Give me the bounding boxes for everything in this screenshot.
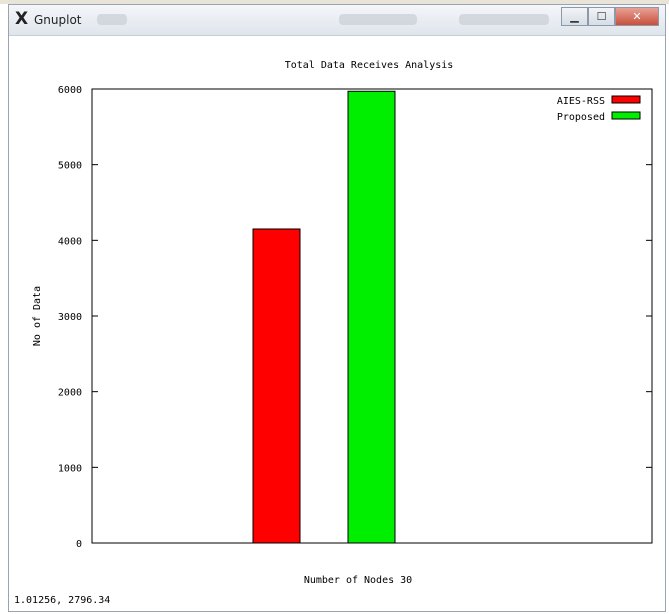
x-axis-label: Number of Nodes 30 — [304, 575, 412, 586]
close-icon: ✕ — [632, 10, 642, 23]
maximize-icon: ☐ — [596, 10, 607, 23]
legend-swatch — [611, 95, 641, 104]
blurred-title-text — [339, 14, 417, 25]
minimize-icon: ▁ — [570, 10, 579, 23]
window-title: Gnuplot — [34, 13, 82, 27]
blurred-title-text — [97, 14, 127, 25]
close-button[interactable]: ✕ — [615, 7, 659, 26]
y-tick-label: 4000 — [58, 236, 82, 247]
x11-icon: X — [15, 9, 29, 29]
gnuplot-window: X Gnuplot ▁ ☐ ✕ — [8, 4, 666, 612]
maximize-button[interactable]: ☐ — [588, 7, 615, 26]
bar-aies-rss — [252, 228, 301, 544]
y-tick-label: 1000 — [58, 463, 82, 474]
title-bar[interactable]: X Gnuplot ▁ ☐ ✕ — [9, 5, 665, 36]
chart-title: Total Data Receives Analysis — [285, 60, 454, 71]
plot-border — [91, 88, 653, 544]
coordinate-readout: 1.01256, 2796.34 — [14, 595, 111, 606]
y-tick-label: 2000 — [58, 388, 82, 399]
bars — [252, 90, 396, 544]
legend-label: AIES-RSS — [557, 96, 605, 107]
legend-label: Proposed — [557, 112, 605, 123]
y-tick-label: 3000 — [58, 312, 82, 323]
y-tick-label: 6000 — [58, 85, 82, 96]
background-strip — [0, 0, 669, 4]
legend: AIES-RSS Proposed — [557, 95, 641, 123]
minimize-button[interactable]: ▁ — [561, 7, 588, 26]
legend-swatch — [611, 111, 641, 120]
y-tick-label: 0 — [76, 539, 82, 550]
y-tick-label: 5000 — [58, 161, 82, 172]
blurred-title-text — [459, 14, 549, 25]
window-controls: ▁ ☐ ✕ — [561, 7, 659, 27]
y-axis-label: No of Data — [32, 286, 43, 346]
bar-proposed — [347, 90, 396, 544]
